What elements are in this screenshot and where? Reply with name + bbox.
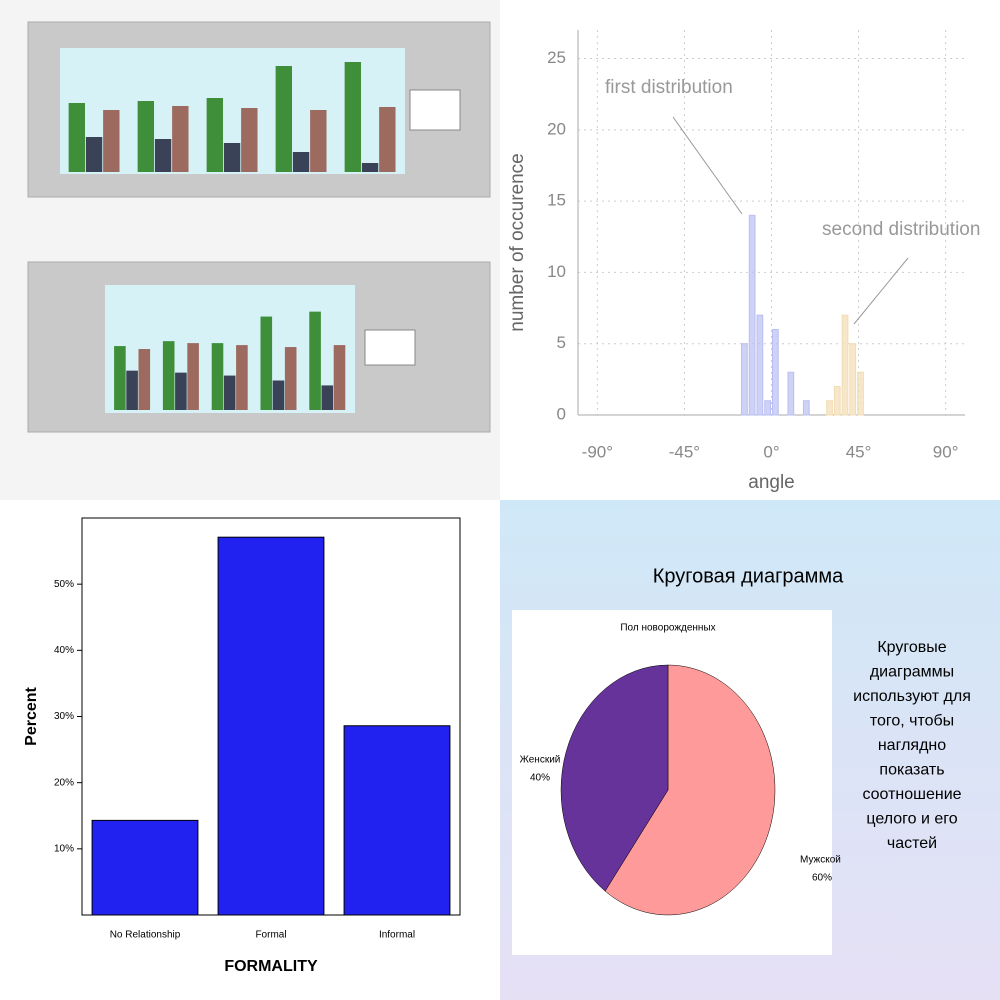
- y-tick-label: 50%: [54, 579, 74, 590]
- bar: [379, 107, 396, 172]
- bar: [343, 725, 451, 916]
- histogram-bar: [833, 385, 841, 416]
- y-tick-label: 15: [547, 191, 566, 210]
- bar: [114, 346, 126, 410]
- note-line: используют для: [853, 688, 971, 705]
- y-tick-label: 20%: [54, 777, 74, 788]
- bar: [103, 110, 120, 172]
- histogram-bar: [802, 400, 810, 416]
- bar: [175, 372, 187, 410]
- y-tick-label: 25: [547, 48, 566, 67]
- chart-title: Круговая диаграмма: [653, 565, 844, 587]
- x-axis-label: angle: [748, 472, 795, 493]
- slice-value-label: 40%: [530, 773, 550, 784]
- chart-subtitle: Пол новорожденных: [620, 623, 715, 634]
- note-line: соотношение: [862, 786, 961, 803]
- histogram-bar: [787, 371, 795, 416]
- y-tick-label: 0: [557, 404, 566, 423]
- bar: [126, 370, 138, 410]
- bar: [162, 341, 175, 410]
- x-tick-label: No Relationship: [110, 930, 181, 941]
- note-line: наглядно: [878, 737, 946, 754]
- y-tick-label: 20: [547, 119, 566, 138]
- bar: [211, 343, 224, 410]
- bar: [321, 385, 334, 410]
- bar: [275, 66, 293, 172]
- slice-value-label: 60%: [812, 873, 832, 884]
- x-axis-label: FORMALITY: [224, 958, 318, 975]
- histogram-bar: [741, 343, 748, 416]
- x-tick-label: -90°: [582, 442, 613, 461]
- histogram-bar: [772, 328, 779, 416]
- bar: [292, 152, 310, 172]
- bar: [172, 106, 189, 172]
- bar: [309, 311, 321, 410]
- y-tick-label: 5: [557, 333, 566, 352]
- slice-label: Мужской: [800, 855, 841, 866]
- bar: [85, 137, 103, 172]
- bar: [138, 349, 151, 410]
- note-line: частей: [887, 835, 937, 852]
- bar: [272, 380, 285, 410]
- bar: [206, 98, 224, 172]
- bar: [236, 345, 248, 410]
- pie-slice: [604, 664, 776, 916]
- histogram-bar: [857, 371, 864, 416]
- note-line: показать: [879, 762, 944, 779]
- note-line: того, чтобы: [870, 713, 954, 730]
- y-tick-label: 10: [547, 262, 566, 281]
- note-line: диаграммы: [870, 664, 954, 681]
- x-tick-label: Informal: [379, 930, 415, 941]
- bar: [361, 163, 379, 172]
- y-tick-label: 10%: [54, 843, 74, 854]
- bar: [217, 536, 325, 916]
- note-line: Круговые: [877, 639, 946, 656]
- bar: [241, 108, 258, 172]
- x-tick-label: Formal: [255, 930, 286, 941]
- leader-line: [853, 257, 909, 325]
- bar: [333, 345, 346, 410]
- histogram-bar: [764, 400, 772, 416]
- bar: [284, 347, 297, 410]
- bar: [344, 62, 362, 172]
- bar: [310, 110, 327, 172]
- histogram-bar: [826, 400, 833, 416]
- bar: [91, 819, 199, 916]
- annotation: second distribution: [822, 219, 980, 240]
- pie-slice: [560, 664, 669, 892]
- legend-box: [364, 329, 416, 366]
- histogram-bar: [756, 314, 764, 416]
- y-axis-label: Percent: [23, 686, 40, 745]
- note-line: целого и его: [866, 811, 957, 828]
- y-tick-label: 40%: [54, 645, 74, 656]
- bar: [223, 375, 236, 410]
- bar: [187, 343, 199, 410]
- bar: [260, 316, 273, 410]
- y-tick-label: 30%: [54, 711, 74, 722]
- x-tick-label: 45°: [846, 442, 872, 461]
- bar: [137, 101, 155, 172]
- bar: [68, 103, 86, 172]
- histogram-bar: [849, 343, 857, 416]
- histogram-bar: [748, 214, 756, 416]
- x-tick-label: -45°: [669, 442, 700, 461]
- x-tick-label: 0°: [763, 442, 779, 461]
- annotation: first distribution: [605, 77, 733, 98]
- leader-line: [672, 116, 743, 215]
- slice-label: Женский: [520, 755, 561, 766]
- bar: [154, 139, 172, 172]
- bar: [223, 143, 241, 172]
- x-tick-label: 90°: [933, 442, 959, 461]
- y-axis-label: number of occurence: [507, 153, 528, 332]
- histogram-bar: [841, 314, 849, 416]
- legend-box: [409, 89, 461, 131]
